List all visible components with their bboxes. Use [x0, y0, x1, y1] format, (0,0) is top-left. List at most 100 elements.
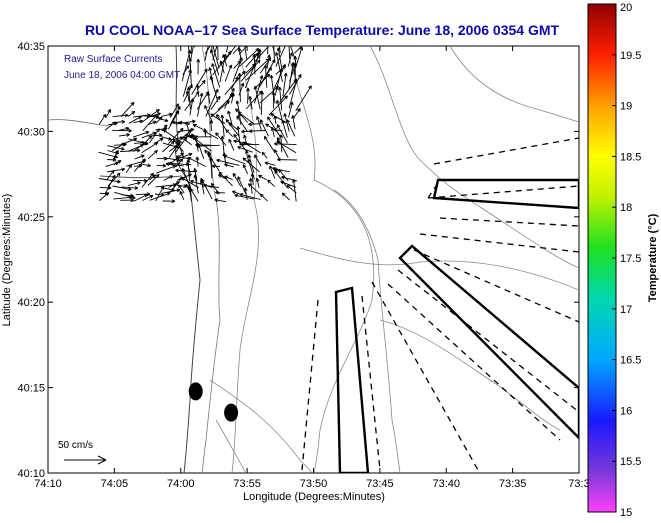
current-vector	[125, 164, 132, 173]
current-vector	[258, 174, 267, 181]
current-vector	[120, 198, 135, 203]
current-vector	[135, 192, 151, 197]
current-vector	[278, 168, 289, 182]
y-tick-label: 40:35	[17, 41, 45, 53]
current-vector	[281, 120, 288, 138]
dashed-line	[413, 249, 579, 323]
current-vector	[267, 179, 276, 187]
current-vector	[207, 153, 220, 172]
current-vector	[181, 167, 191, 188]
current-vector	[254, 154, 262, 167]
current-vector	[274, 52, 283, 82]
current-vector	[128, 115, 142, 124]
current-vector	[260, 91, 265, 116]
current-vector	[237, 47, 242, 60]
current-vectors	[98, 46, 312, 204]
current-vector	[273, 149, 281, 161]
current-vector	[134, 154, 145, 160]
current-vector	[142, 135, 153, 146]
current-vector	[225, 129, 234, 138]
current-vector	[189, 98, 195, 116]
current-vector	[196, 58, 201, 75]
current-vector	[147, 149, 158, 160]
y-tick-label: 40:25	[17, 212, 45, 224]
current-vector	[162, 199, 176, 204]
current-vector	[175, 119, 196, 125]
current-vector	[295, 85, 312, 112]
current-vector	[209, 120, 213, 131]
x-tick-label: 74:00	[167, 478, 195, 490]
current-vector	[104, 121, 117, 131]
current-vector	[197, 92, 204, 117]
current-vector	[98, 178, 121, 184]
current-vector	[263, 135, 275, 152]
contour-line	[209, 379, 313, 473]
station-marker	[224, 403, 239, 422]
x-tick-label: 73:45	[366, 478, 394, 490]
plot-area	[47, 45, 580, 474]
current-vector	[98, 113, 107, 125]
current-vector	[188, 58, 192, 89]
current-vector	[106, 167, 126, 173]
contour-line	[299, 247, 579, 291]
current-vector	[127, 181, 141, 186]
current-vector	[210, 95, 221, 111]
current-vector	[189, 188, 199, 202]
current-vector	[141, 109, 160, 123]
current-vector	[204, 105, 214, 123]
outlined-polygon	[334, 286, 370, 473]
current-vector	[235, 108, 249, 123]
current-vector	[274, 68, 283, 96]
outlined-polygon	[398, 244, 579, 440]
current-vector	[270, 113, 288, 124]
current-vector	[250, 173, 255, 186]
current-vector	[280, 180, 297, 188]
current-vector	[140, 163, 151, 168]
current-vector	[240, 59, 261, 82]
current-vector	[210, 100, 230, 118]
contour-line	[201, 46, 221, 473]
current-vector	[218, 171, 233, 187]
current-vector	[175, 136, 188, 153]
current-vector	[276, 47, 283, 69]
current-vector	[167, 127, 184, 145]
current-vector	[211, 63, 221, 88]
station-markers	[188, 382, 239, 422]
current-vector	[141, 172, 154, 188]
current-vector	[111, 142, 126, 152]
outlined-polygon	[432, 178, 579, 210]
current-vector	[259, 193, 268, 202]
current-vector	[127, 110, 136, 117]
current-vector	[112, 128, 132, 133]
current-vector	[273, 141, 297, 146]
current-vector	[107, 145, 125, 151]
contour-line	[449, 46, 579, 123]
current-vector	[225, 118, 240, 137]
current-vector	[269, 74, 276, 104]
current-vector	[231, 190, 240, 195]
x-tick-label: 74:10	[34, 478, 62, 490]
current-vector	[175, 129, 193, 145]
current-vector	[209, 75, 219, 103]
current-vector	[293, 55, 298, 82]
current-vector	[182, 69, 192, 97]
station-marker	[188, 382, 203, 401]
current-vector	[191, 68, 208, 95]
current-vector	[279, 46, 281, 54]
current-vector	[113, 149, 119, 160]
current-vector	[271, 91, 276, 109]
current-vector	[244, 149, 249, 159]
current-vector	[217, 46, 219, 61]
current-vector	[261, 151, 268, 159]
current-vector	[209, 49, 220, 76]
current-vector	[264, 161, 276, 166]
contour-line	[369, 46, 579, 269]
current-vector	[214, 198, 227, 203]
current-vector	[223, 46, 237, 62]
current-vector	[212, 46, 220, 69]
current-vector	[160, 136, 172, 141]
current-vector	[112, 113, 129, 118]
scale-arrow	[64, 455, 107, 465]
